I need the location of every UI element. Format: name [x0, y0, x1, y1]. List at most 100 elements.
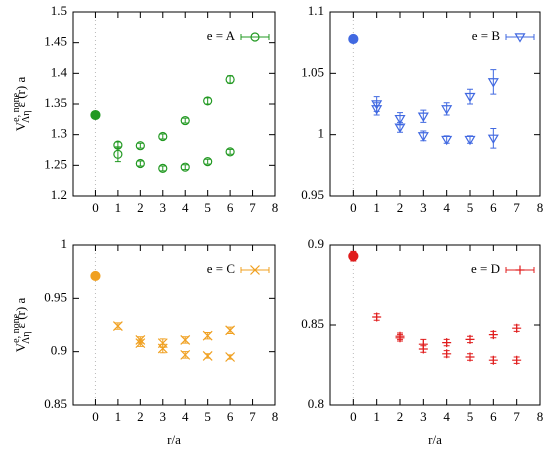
marker	[442, 338, 452, 348]
y-title-sub: Λη	[21, 110, 32, 122]
x-tick-label: 4	[443, 200, 450, 215]
error-bar	[159, 165, 166, 172]
x-tick-label: 6	[227, 200, 234, 215]
y-tick-label: 0.85	[301, 316, 324, 331]
marker	[348, 33, 359, 45]
y-tick-label: 1.45	[44, 34, 67, 49]
marker	[225, 147, 235, 157]
x-tick-label: 0	[92, 200, 99, 215]
marker	[135, 158, 145, 169]
x-tick-label: 5	[467, 409, 474, 424]
y-tick-label: 1.3	[51, 126, 67, 141]
y-tick-label: 1	[318, 126, 325, 141]
x-tick-label: 1	[373, 409, 380, 424]
marker	[113, 149, 123, 159]
marker	[203, 157, 213, 167]
marker	[488, 330, 498, 340]
error-bar	[490, 69, 497, 95]
y-tick-label: 1.25	[44, 156, 67, 171]
marker	[202, 351, 213, 361]
error-bar	[182, 117, 189, 124]
x-tick-label: 4	[443, 409, 450, 424]
marker	[158, 163, 168, 173]
marker	[442, 349, 452, 359]
legend-label: e = B	[472, 28, 501, 43]
legend-label: e = C	[207, 261, 235, 276]
marker	[250, 265, 260, 275]
marker	[202, 330, 213, 341]
marker	[203, 96, 213, 106]
plot-frame	[72, 244, 276, 406]
marker	[512, 355, 522, 365]
y-title-sup: e, none	[11, 313, 22, 342]
x-tick-label: 3	[160, 409, 167, 424]
marker	[225, 325, 236, 336]
x-tick-label: 7	[249, 409, 256, 424]
x-tick-label: 1	[115, 200, 122, 215]
y-tick-label: 0.9	[308, 236, 324, 251]
x-tick-label: 7	[249, 200, 256, 215]
marker	[135, 141, 145, 151]
x-tick-label: 0	[350, 200, 357, 215]
y-axis-title: Ve, noneΛη ε (r) a	[11, 298, 32, 353]
x-tick-label: 6	[490, 409, 497, 424]
marker	[488, 355, 498, 365]
x-tick-label: 7	[513, 200, 520, 215]
marker	[418, 344, 428, 354]
x-tick-label: 2	[397, 200, 404, 215]
y-tick-label: 1	[61, 236, 68, 251]
marker	[417, 112, 429, 122]
marker	[394, 114, 406, 125]
x-tick-label: 1	[373, 200, 380, 215]
error-bar	[114, 146, 121, 163]
x-tick-label: 6	[490, 200, 497, 215]
x-tick-label: 3	[420, 200, 427, 215]
error-bar	[204, 97, 211, 105]
y-title-main: V	[13, 342, 28, 352]
marker	[487, 78, 499, 88]
marker	[441, 105, 453, 115]
x-tick-label: 2	[397, 409, 404, 424]
y-tick-label: 1.35	[44, 95, 67, 110]
x-tick-label: 0	[92, 409, 99, 424]
x-tick-label: 8	[272, 409, 279, 424]
marker	[371, 105, 383, 115]
marker	[487, 134, 499, 145]
x-tick-label: 2	[137, 409, 144, 424]
y-title-sub: Λη	[21, 331, 32, 343]
marker	[157, 343, 168, 354]
marker	[372, 312, 382, 322]
error-bar	[137, 160, 144, 167]
x-tick-label: 3	[420, 409, 427, 424]
y-title-tail: ε (r) a	[13, 298, 28, 329]
x-tick-label: 8	[537, 409, 544, 424]
plot-frame	[329, 11, 541, 197]
legend-label: e = A	[207, 28, 236, 43]
x-tick-label: 6	[227, 409, 234, 424]
marker	[180, 335, 191, 345]
error-bar	[227, 75, 234, 84]
error-bar	[182, 164, 189, 171]
y-title-sup: e, none	[11, 92, 22, 121]
y-tick-label: 0.9	[51, 343, 67, 358]
y-axis-title: Ve, noneΛη ε (r) a	[11, 77, 32, 132]
legend-line	[505, 34, 535, 40]
legend-label: e = D	[471, 261, 500, 276]
marker	[441, 135, 453, 146]
marker	[90, 109, 101, 121]
marker	[514, 33, 526, 43]
y-tick-label: 1.2	[51, 187, 67, 202]
marker	[180, 115, 190, 126]
x-tick-label: 5	[467, 200, 474, 215]
marker	[464, 92, 476, 103]
marker	[90, 270, 101, 282]
marker	[180, 349, 191, 360]
marker	[465, 352, 475, 362]
y-tick-label: 0.95	[44, 289, 67, 304]
marker	[465, 334, 475, 344]
marker	[394, 123, 406, 133]
marker	[464, 135, 476, 146]
y-tick-label: 0.85	[44, 396, 67, 411]
marker	[225, 74, 235, 85]
